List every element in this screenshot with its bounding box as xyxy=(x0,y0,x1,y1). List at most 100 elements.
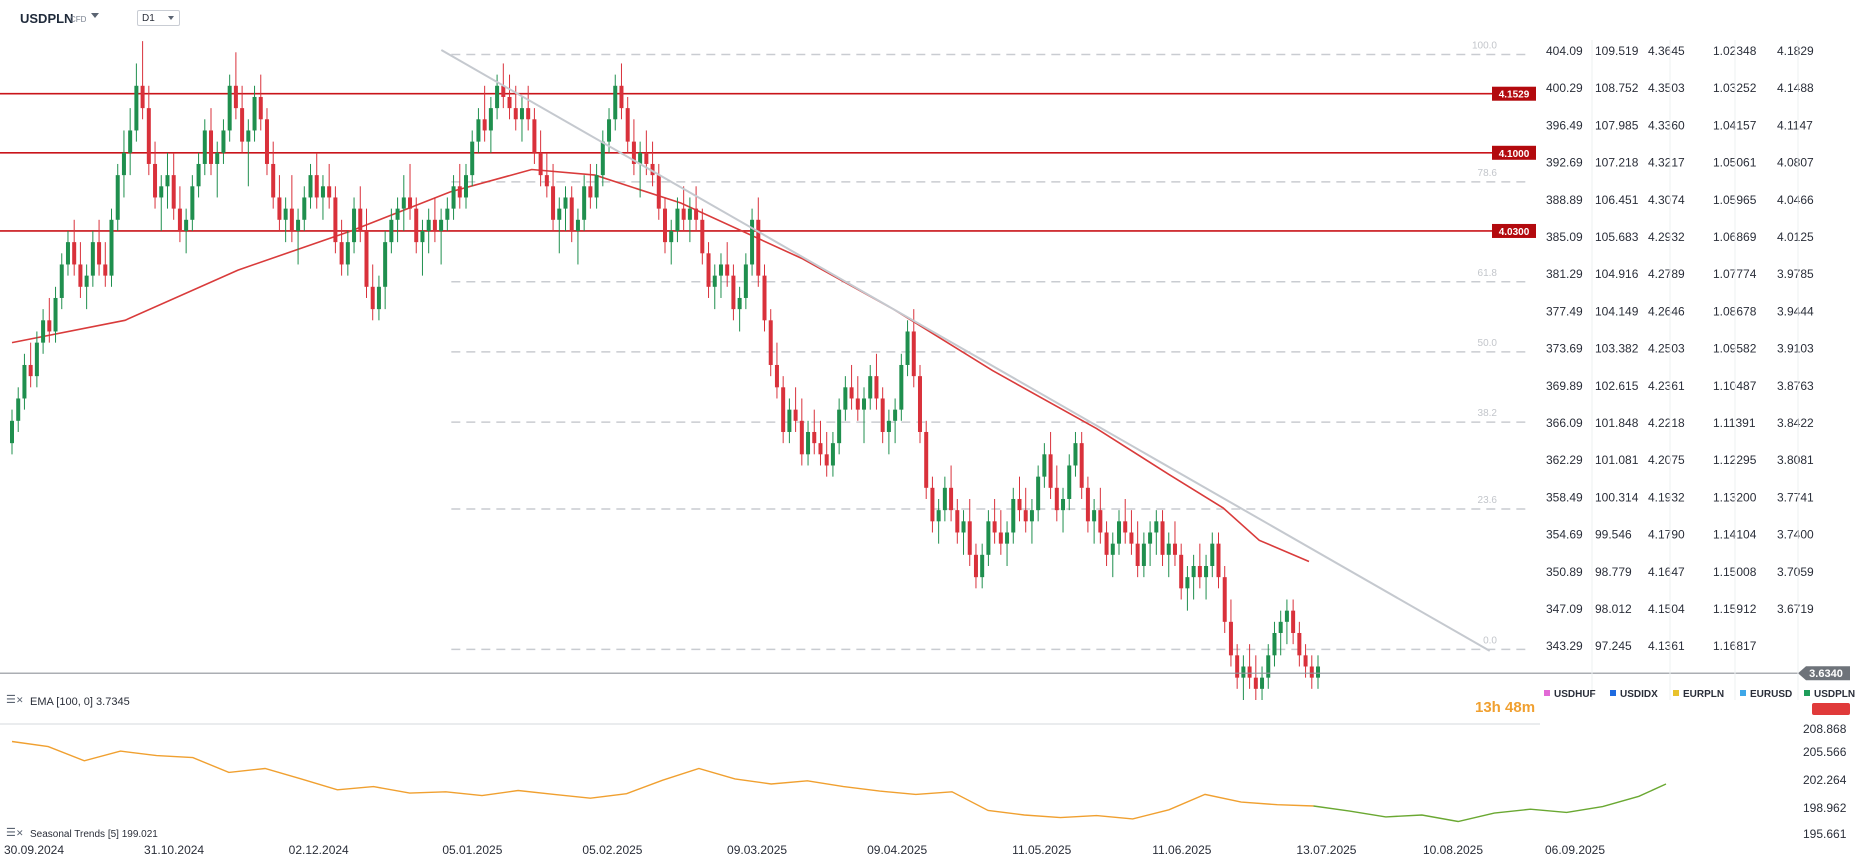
candle-down[interactable] xyxy=(631,141,636,164)
candle-down[interactable] xyxy=(1048,454,1053,488)
candle-up[interactable] xyxy=(352,208,357,243)
candle-down[interactable] xyxy=(949,487,954,511)
candle-up[interactable] xyxy=(159,186,164,198)
candle-up[interactable] xyxy=(905,331,910,365)
candle-down[interactable] xyxy=(264,119,269,164)
candle-up[interactable] xyxy=(743,264,748,298)
candle-down[interactable] xyxy=(72,242,77,265)
candle-up[interactable] xyxy=(557,208,562,220)
candle-up[interactable] xyxy=(115,175,120,220)
candle-down[interactable] xyxy=(271,163,276,198)
candle-down[interactable] xyxy=(1179,554,1184,589)
candle-down[interactable] xyxy=(1104,532,1109,555)
trendline[interactable] xyxy=(440,49,1491,652)
seasonal-settings-icon[interactable]: ☰ xyxy=(6,827,16,839)
candle-up[interactable] xyxy=(246,130,251,142)
candle-down[interactable] xyxy=(1160,521,1165,555)
candle-up[interactable] xyxy=(787,409,792,432)
candle-up[interactable] xyxy=(737,297,742,310)
candle-down[interactable] xyxy=(1023,510,1028,522)
candle-up[interactable] xyxy=(862,398,867,410)
candle-down[interactable] xyxy=(1253,677,1258,689)
candle-down[interactable] xyxy=(414,208,419,243)
candle-down[interactable] xyxy=(1216,543,1221,578)
candle-down[interactable] xyxy=(569,197,574,231)
candle-down[interactable] xyxy=(1054,487,1059,511)
candle-up[interactable] xyxy=(1284,610,1289,622)
candle-down[interactable] xyxy=(28,364,33,377)
candle-down[interactable] xyxy=(625,108,630,142)
candle-up[interactable] xyxy=(22,364,27,399)
candle-down[interactable] xyxy=(177,208,182,231)
candle-up[interactable] xyxy=(1241,666,1246,678)
candle-up[interactable] xyxy=(320,186,325,198)
candle-up[interactable] xyxy=(401,197,406,209)
candle-up[interactable] xyxy=(134,85,139,131)
candle-down[interactable] xyxy=(812,431,817,444)
candle-down[interactable] xyxy=(1247,666,1252,678)
candle-up[interactable] xyxy=(1029,510,1034,522)
candle-down[interactable] xyxy=(408,197,413,209)
candle-up[interactable] xyxy=(302,197,307,220)
candle-up[interactable] xyxy=(59,264,64,298)
candle-up[interactable] xyxy=(65,242,70,265)
candle-up[interactable] xyxy=(806,431,811,455)
seasonal-close-icon[interactable]: ✕ xyxy=(16,828,24,838)
candle-up[interactable] xyxy=(202,130,207,164)
candle-down[interactable] xyxy=(1085,487,1090,522)
candle-up[interactable] xyxy=(345,242,350,265)
candle-down[interactable] xyxy=(762,275,767,321)
candle-down[interactable] xyxy=(774,364,779,388)
ema-close-icon[interactable]: ✕ xyxy=(16,695,24,705)
candle-up[interactable] xyxy=(1204,565,1209,578)
candle-up[interactable] xyxy=(252,96,257,131)
candle-up[interactable] xyxy=(893,409,898,421)
candle-up[interactable] xyxy=(1110,543,1115,555)
candle-down[interactable] xyxy=(799,420,804,455)
candle-up[interactable] xyxy=(1011,498,1016,533)
candle-down[interactable] xyxy=(1079,443,1084,488)
candle-up[interactable] xyxy=(439,219,444,231)
candle-down[interactable] xyxy=(874,376,879,399)
candle-down[interactable] xyxy=(911,331,916,377)
candle-up[interactable] xyxy=(196,163,201,187)
candle-up[interactable] xyxy=(712,275,717,287)
candle-up[interactable] xyxy=(886,420,891,432)
candle-up[interactable] xyxy=(383,242,388,287)
candle-down[interactable] xyxy=(364,230,369,287)
candle-down[interactable] xyxy=(694,208,699,220)
timeframe-select[interactable]: D1 xyxy=(137,10,180,26)
candle-down[interactable] xyxy=(526,108,531,120)
candle-down[interactable] xyxy=(532,119,537,153)
candle-up[interactable] xyxy=(594,175,599,198)
candle-up[interactable] xyxy=(961,521,966,533)
candle-up[interactable] xyxy=(476,119,481,142)
candle-up[interactable] xyxy=(184,219,189,231)
candle-up[interactable] xyxy=(986,521,991,555)
candle-up[interactable] xyxy=(84,275,89,287)
candle-up[interactable] xyxy=(600,141,605,176)
candle-down[interactable] xyxy=(289,208,294,231)
candle-down[interactable] xyxy=(955,510,960,533)
candle-up[interactable] xyxy=(488,108,493,131)
candle-up[interactable] xyxy=(575,219,580,231)
candle-up[interactable] xyxy=(607,119,612,142)
candle-down[interactable] xyxy=(855,398,860,410)
candle-down[interactable] xyxy=(482,119,487,131)
candle-down[interactable] xyxy=(663,208,668,243)
candle-up[interactable] xyxy=(582,186,587,220)
candle-up[interactable] xyxy=(830,443,835,466)
candle-down[interactable] xyxy=(992,521,997,533)
candle-down[interactable] xyxy=(781,387,786,432)
candle-up[interactable] xyxy=(1092,510,1097,522)
candle-up[interactable] xyxy=(868,376,873,399)
candle-down[interactable] xyxy=(1129,532,1134,544)
candle-down[interactable] xyxy=(973,554,978,578)
candle-down[interactable] xyxy=(588,186,593,198)
candle-down[interactable] xyxy=(103,264,108,276)
candle-up[interactable] xyxy=(1036,476,1041,511)
candle-down[interactable] xyxy=(97,242,102,265)
candle-down[interactable] xyxy=(930,487,935,522)
candle-up[interactable] xyxy=(1154,521,1159,533)
